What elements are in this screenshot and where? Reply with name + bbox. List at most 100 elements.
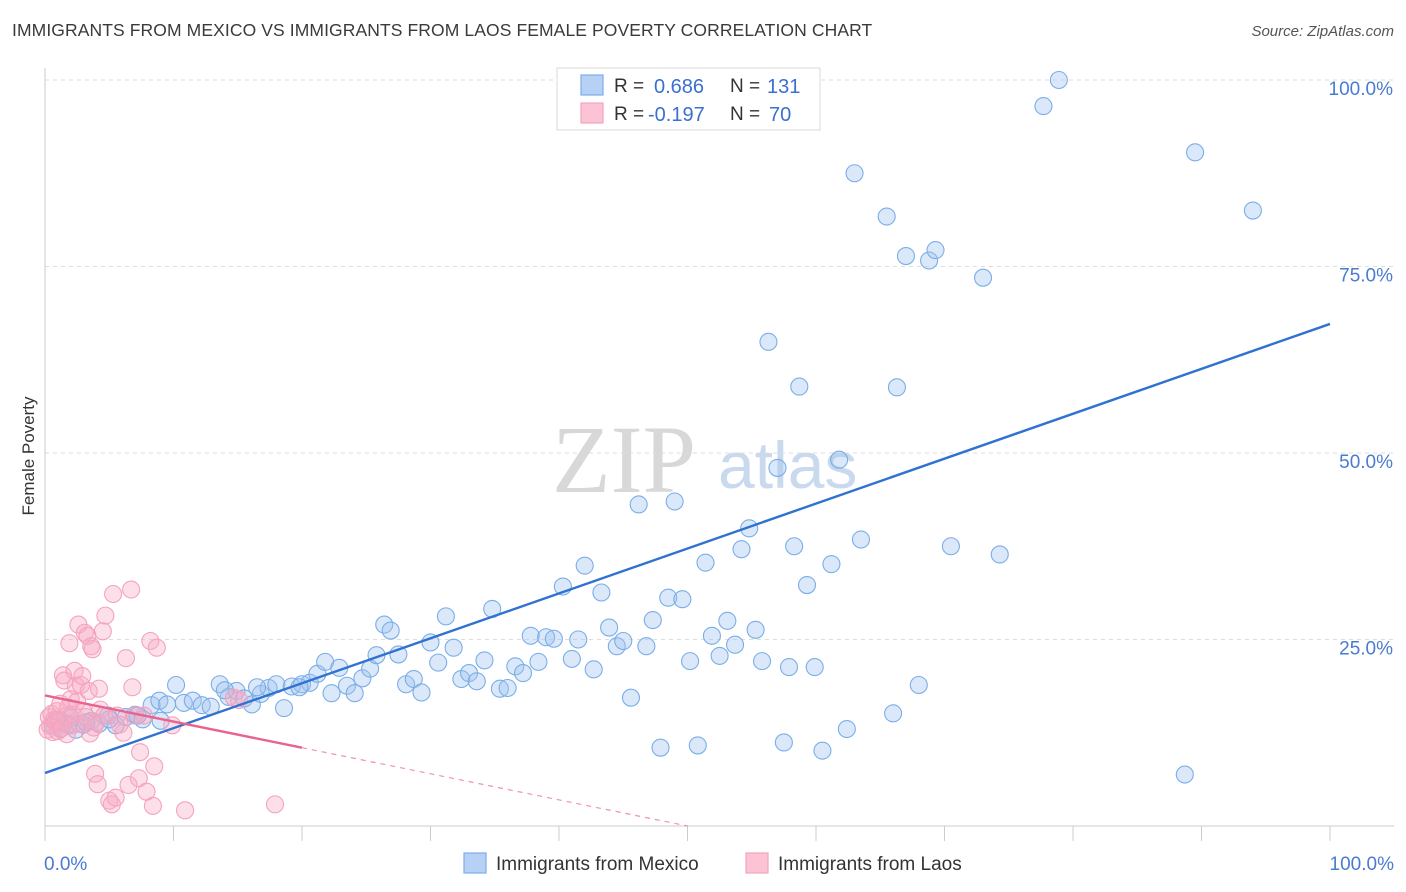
mexico-point — [725, 635, 745, 654]
mexico-point — [851, 530, 871, 549]
mexico-point — [562, 649, 581, 668]
laos-trend-line — [44, 694, 303, 749]
mexico-point — [498, 678, 517, 698]
mexico-point — [537, 628, 556, 647]
mexico-point — [345, 684, 364, 703]
mexico-point — [600, 618, 619, 637]
mexico-point — [490, 679, 509, 698]
laos-point — [147, 638, 166, 657]
mexico-point — [436, 607, 455, 626]
mexico-point — [614, 631, 633, 651]
mexico-point — [247, 678, 267, 697]
mexico-point — [688, 736, 707, 755]
laos-point — [57, 725, 76, 744]
x-tick-label-min: 0.0% — [44, 854, 87, 875]
mexico-point — [444, 638, 463, 657]
laos-point — [114, 723, 133, 742]
mexico-point — [1034, 97, 1053, 116]
mexico-point — [746, 620, 765, 639]
laos-point — [83, 640, 102, 659]
mexico-point — [845, 164, 864, 183]
laos-point — [96, 606, 115, 625]
mexico-point — [637, 637, 656, 656]
watermark-zip: ZIP — [552, 406, 696, 513]
mexico-point — [752, 652, 772, 671]
mexico-point — [167, 675, 186, 695]
mexico-point — [973, 268, 993, 287]
mexico-point — [774, 733, 793, 752]
mexico-point — [651, 738, 670, 757]
mexico-point — [467, 672, 486, 691]
stats-r-label-mexico: R = — [614, 76, 644, 97]
mexico-point — [813, 741, 832, 760]
mexico-point — [673, 590, 692, 609]
mexico-point — [322, 684, 341, 703]
mexico-point — [629, 495, 648, 514]
laos-point — [88, 775, 107, 794]
trend-layer — [44, 322, 1331, 827]
legend-label-laos: Immigrants from Laos — [778, 854, 962, 875]
laos-point — [73, 667, 92, 686]
mexico-point — [790, 377, 809, 396]
mexico-point — [215, 681, 234, 700]
laos-point — [116, 649, 136, 668]
y-tick-label-25: 25.0% — [1339, 639, 1393, 660]
stats-n-value-laos: 70 — [769, 104, 791, 126]
mexico-point — [529, 652, 548, 671]
watermark: ZIP atlas — [552, 406, 857, 513]
stats-n-value-mexico: 131 — [767, 76, 800, 98]
mexico-point — [584, 660, 603, 679]
laos-point — [119, 775, 138, 795]
chart-source: Source: ZipAtlas.com — [1251, 23, 1394, 40]
mexico-point — [1186, 143, 1205, 162]
legend-swatch-mexico — [463, 852, 487, 874]
mexico-point — [544, 629, 563, 648]
mexico-point — [158, 695, 177, 714]
mexico-point — [718, 611, 737, 630]
laos-trend-line-extension — [301, 747, 688, 827]
mexico-point — [909, 675, 928, 695]
stats-r-label-laos: R = — [614, 104, 644, 125]
laos-point — [52, 719, 71, 738]
laos-point — [145, 757, 164, 776]
mexico-point — [759, 332, 778, 351]
laos-point — [104, 584, 123, 604]
mexico-trend-line — [44, 322, 1331, 775]
mexico-point — [592, 583, 611, 602]
mexico-point — [941, 537, 960, 556]
stats-legend: R = 0.686 N = 131 R = -0.197 N = 70 — [556, 67, 821, 131]
stats-legend-swatch-laos — [580, 102, 604, 124]
mexico-point — [192, 696, 211, 715]
mexico-point — [797, 575, 817, 595]
watermark-atlas: atlas — [718, 428, 857, 502]
mexico-point — [768, 458, 787, 477]
stats-legend-swatch-mexico — [580, 74, 604, 96]
mexico-point — [381, 621, 400, 640]
stats-n-label-mexico: N = — [730, 76, 760, 97]
mexico-point — [1243, 201, 1262, 220]
mexico-point — [659, 588, 678, 607]
mexico-point — [643, 611, 662, 630]
laos-point — [82, 637, 101, 656]
mexico-point — [696, 553, 715, 572]
mexico-point — [920, 251, 939, 270]
mexico-point — [475, 651, 494, 670]
mexico-point — [884, 704, 903, 723]
mexico-point — [506, 657, 525, 676]
laos-point — [84, 718, 103, 737]
mexico-point — [404, 669, 423, 689]
mexico-point — [887, 378, 907, 397]
x-tick-label-max: 100.0% — [1330, 854, 1395, 875]
laos-point — [122, 580, 141, 599]
y-tick-label-100: 100.0% — [1329, 79, 1394, 100]
laos-point — [123, 678, 142, 697]
mexico-point — [805, 658, 824, 677]
mexico-point — [412, 683, 431, 702]
mexico-point — [521, 626, 540, 645]
laos-point — [131, 743, 150, 762]
mexico-point — [429, 653, 448, 672]
mexico-point — [1049, 70, 1068, 90]
axis-layer — [44, 68, 1394, 841]
mexico-point — [710, 646, 729, 665]
mexico-point — [837, 719, 856, 739]
